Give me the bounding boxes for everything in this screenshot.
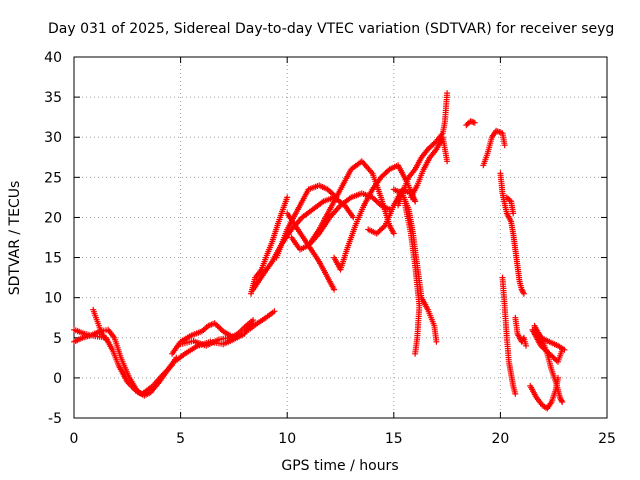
y-tick-label: 20: [44, 210, 62, 226]
series-arc-19: [407, 134, 451, 201]
series-arc-06: [177, 330, 242, 349]
series-arc-07: [245, 308, 278, 333]
data-point-markers: [499, 274, 519, 397]
y-tick-label: 30: [44, 130, 62, 146]
data-point-markers: [248, 194, 291, 297]
data-point-markers: [284, 210, 338, 293]
data-point-markers: [503, 194, 517, 217]
y-tick-label: 0: [53, 371, 62, 387]
series-arc-25: [512, 314, 529, 349]
series-arc-23: [503, 194, 517, 217]
y-tick-label: -5: [48, 411, 62, 427]
data-point-markers: [463, 118, 478, 129]
series-arc-11: [284, 210, 338, 293]
series-arc-08: [248, 194, 291, 297]
plot-area-border: [73, 56, 608, 419]
chart-title: Day 031 of 2025, Sidereal Day-to-day VTE…: [48, 21, 614, 37]
series-arc-28: [527, 374, 561, 412]
axis-ticks: 0 5 10 15 20 25 -5 0 5 10 15 20 25 30 35 40: [44, 50, 616, 447]
y-axis-title: SDTVAR / TECUs: [7, 181, 23, 296]
y-tick-label: 35: [44, 90, 62, 106]
x-tick-label: 25: [598, 431, 616, 447]
y-tick-label: 5: [53, 331, 62, 347]
x-tick-label: 5: [176, 431, 185, 447]
x-axis-title: GPS time / hours: [281, 458, 398, 474]
data-point-markers: [401, 198, 423, 357]
series-arc-18: [395, 90, 451, 209]
series-arc-22: [497, 170, 527, 297]
data-point-markers: [512, 314, 529, 349]
data-point-markers: [531, 322, 568, 353]
series-arc-24: [499, 274, 519, 397]
data-point-markers: [90, 306, 109, 343]
series-arc-03: [90, 306, 109, 343]
data-point-markers: [497, 170, 527, 297]
y-tick-label: 10: [44, 291, 62, 307]
series-arc-20: [463, 118, 478, 129]
series-arc-29: [531, 322, 568, 353]
data-point-markers: [395, 90, 451, 209]
series-arc-17: [401, 198, 423, 357]
data-point-markers: [177, 330, 242, 349]
y-tick-label: 25: [44, 170, 62, 186]
data-point-markers: [407, 134, 451, 201]
data-point-markers: [527, 374, 561, 412]
x-tick-label: 20: [491, 431, 509, 447]
x-tick-label: 0: [70, 431, 79, 447]
data-point-markers: [245, 308, 278, 333]
series-arc-21: [480, 127, 508, 169]
x-tick-label: 10: [278, 431, 296, 447]
data-point-markers: [480, 127, 508, 169]
x-tick-label: 15: [385, 431, 403, 447]
data-points: [71, 90, 568, 412]
y-tick-label: 15: [44, 251, 62, 267]
y-tick-label: 40: [44, 50, 62, 66]
